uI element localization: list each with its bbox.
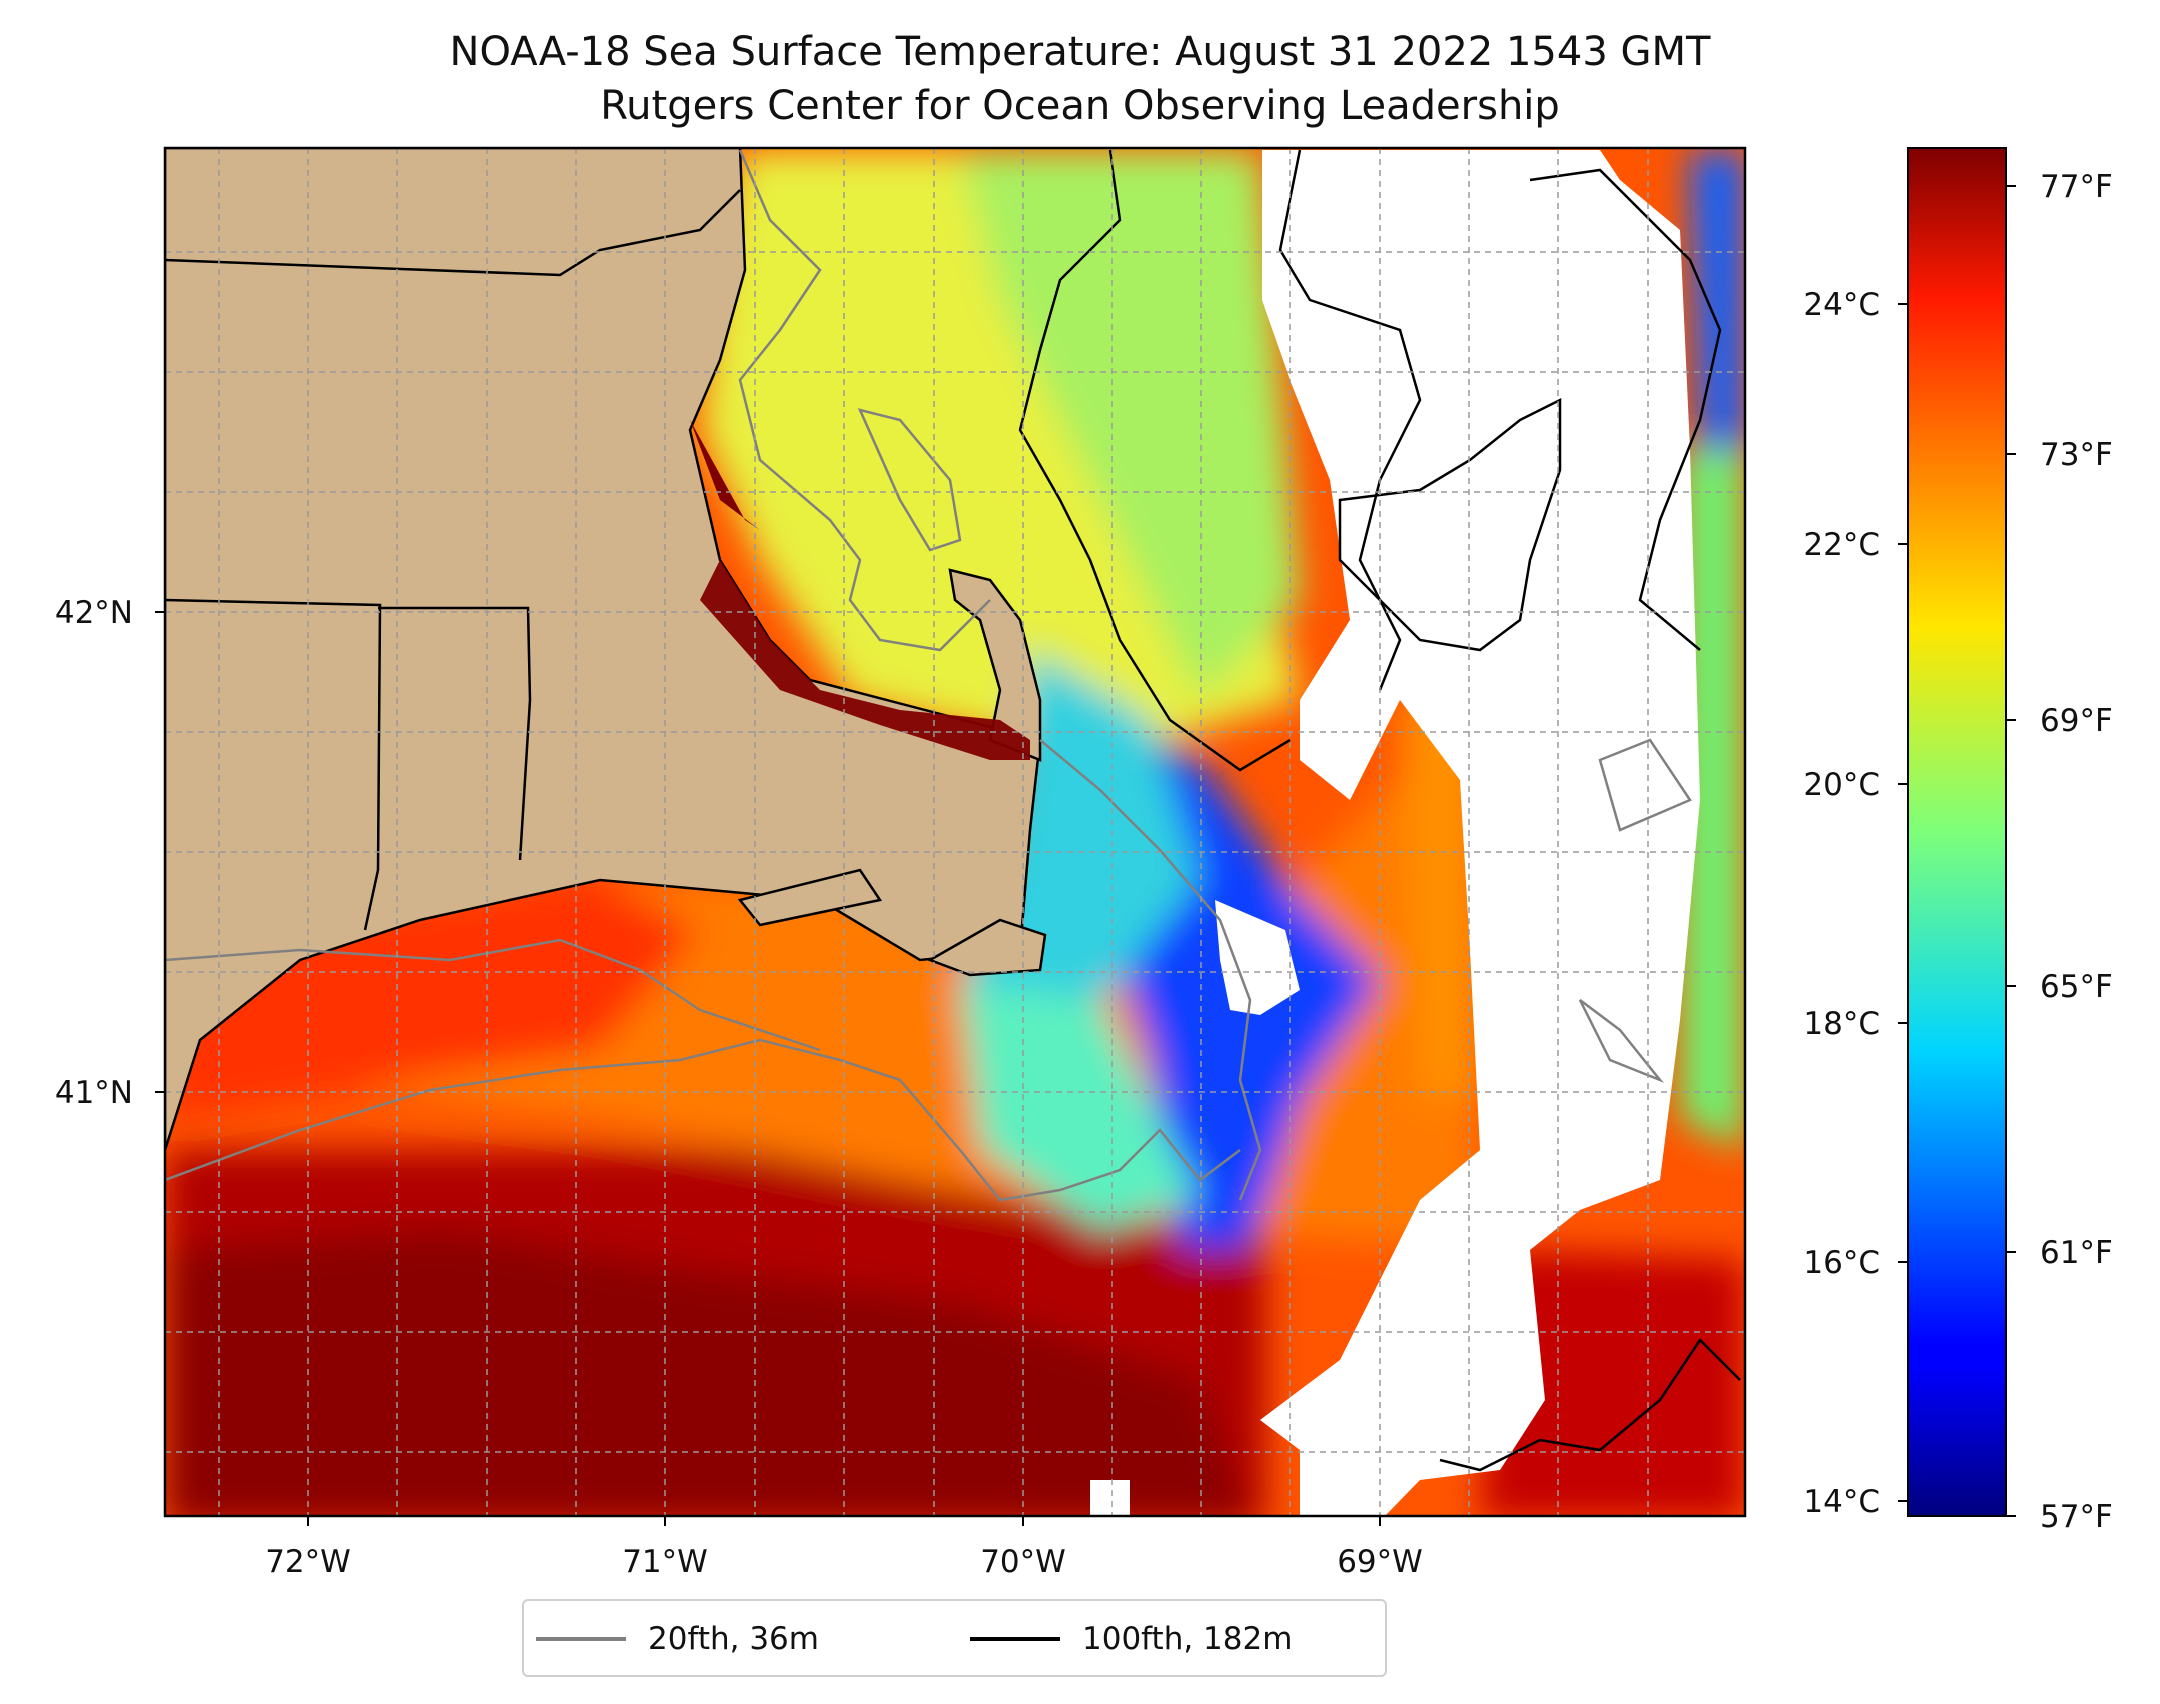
map-frame xyxy=(163,146,1747,1518)
nantucket-island xyxy=(927,918,1047,977)
colorbar-c-tick: 16°C xyxy=(1803,1245,1880,1281)
lon-tick-72w: 72°W xyxy=(265,1544,351,1580)
colorbar-f-tick: 65°F xyxy=(2040,969,2113,1005)
lon-tick-71w: 71°W xyxy=(622,1544,708,1580)
lon-tick-70w: 70°W xyxy=(980,1544,1066,1580)
legend-item-100fth: 100fth, 182m xyxy=(970,1619,1292,1659)
legend-label: 100fth, 182m xyxy=(1082,1621,1293,1657)
colorbar-c-tick: 24°C xyxy=(1803,287,1880,323)
legend-swatch-gray xyxy=(536,1637,626,1641)
legend-item-20fth: 20fth, 36m xyxy=(536,1619,819,1659)
contour-100fth xyxy=(1018,149,1291,772)
lon-tick-69w: 69°W xyxy=(1337,1544,1423,1580)
colorbar-c-tick: 14°C xyxy=(1803,1484,1880,1520)
contour-20fth xyxy=(165,1038,1241,1202)
colorbar-f-tick: 57°F xyxy=(2040,1499,2113,1535)
map-title: NOAA-18 Sea Surface Temperature: August … xyxy=(449,29,1711,75)
colorbar-c-tick: 22°C xyxy=(1803,527,1880,563)
marthas-vineyard-island xyxy=(737,868,883,927)
colorbar-f-tick: 73°F xyxy=(2040,437,2113,473)
colorbar-c-tick: 18°C xyxy=(1803,1006,1880,1042)
legend-swatch-black xyxy=(970,1637,1060,1641)
colorbar-c-tick: 20°C xyxy=(1803,767,1880,803)
colorbar xyxy=(1907,147,2007,1517)
colorbar-f-tick: 61°F xyxy=(2040,1235,2113,1271)
lat-tick-41n: 41°N xyxy=(55,1075,133,1111)
sst-field xyxy=(165,148,1745,1516)
colorbar-f-tick: 77°F xyxy=(2040,169,2113,205)
map-subtitle: Rutgers Center for Ocean Observing Leade… xyxy=(600,83,1560,129)
lat-tick-42n: 42°N xyxy=(55,595,133,631)
contour-legend: 20fth, 36m 100fth, 182m xyxy=(522,1599,1387,1677)
legend-label: 20fth, 36m xyxy=(648,1621,819,1657)
colorbar-f-tick: 69°F xyxy=(2040,703,2113,739)
